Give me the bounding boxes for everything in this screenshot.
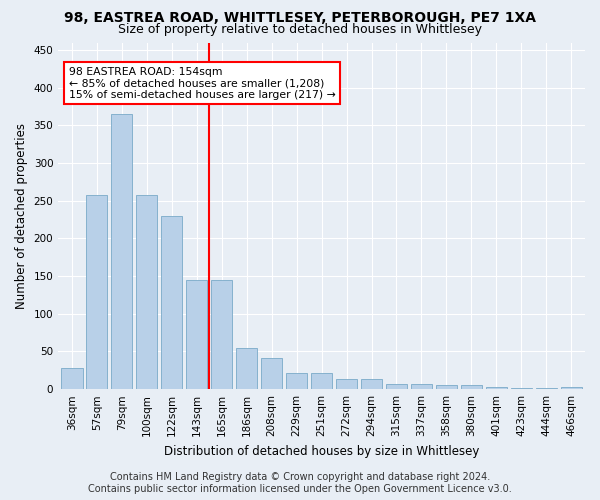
Bar bbox=[236, 348, 257, 389]
Bar bbox=[111, 114, 133, 389]
Bar bbox=[161, 216, 182, 389]
Bar bbox=[436, 386, 457, 389]
Y-axis label: Number of detached properties: Number of detached properties bbox=[15, 123, 28, 309]
Bar bbox=[536, 388, 557, 389]
Bar bbox=[86, 196, 107, 389]
Bar bbox=[486, 387, 507, 389]
Bar bbox=[186, 280, 208, 389]
Bar bbox=[336, 380, 357, 389]
Bar bbox=[136, 196, 157, 389]
Bar bbox=[461, 386, 482, 389]
Text: Size of property relative to detached houses in Whittlesey: Size of property relative to detached ho… bbox=[118, 22, 482, 36]
Bar bbox=[261, 358, 282, 389]
Bar bbox=[311, 372, 332, 389]
Bar bbox=[286, 372, 307, 389]
Bar bbox=[560, 387, 582, 389]
Bar bbox=[211, 280, 232, 389]
Text: Contains HM Land Registry data © Crown copyright and database right 2024.
Contai: Contains HM Land Registry data © Crown c… bbox=[88, 472, 512, 494]
Text: 98 EASTREA ROAD: 154sqm
← 85% of detached houses are smaller (1,208)
15% of semi: 98 EASTREA ROAD: 154sqm ← 85% of detache… bbox=[69, 67, 335, 100]
Bar bbox=[411, 384, 432, 389]
Text: 98, EASTREA ROAD, WHITTLESEY, PETERBOROUGH, PE7 1XA: 98, EASTREA ROAD, WHITTLESEY, PETERBOROU… bbox=[64, 12, 536, 26]
Bar bbox=[61, 368, 83, 389]
X-axis label: Distribution of detached houses by size in Whittlesey: Distribution of detached houses by size … bbox=[164, 444, 479, 458]
Bar bbox=[361, 380, 382, 389]
Bar bbox=[386, 384, 407, 389]
Bar bbox=[511, 388, 532, 389]
